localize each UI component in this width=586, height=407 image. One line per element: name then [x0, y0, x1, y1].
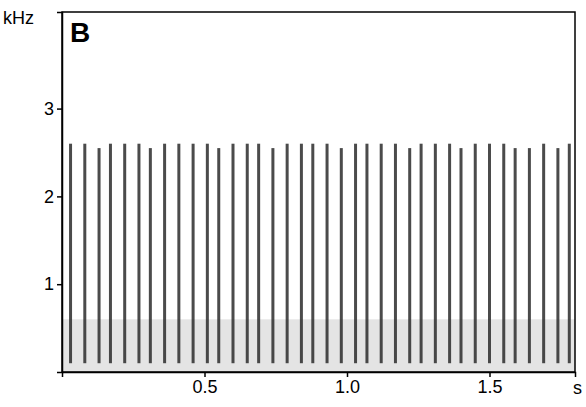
pulse	[192, 144, 195, 364]
y-tick-mark	[57, 196, 62, 198]
pulse	[69, 144, 72, 364]
pulse	[474, 144, 477, 364]
x-axis-title: s	[573, 378, 582, 398]
marks	[62, 144, 575, 372]
pulse	[556, 148, 559, 363]
pulse	[365, 144, 368, 364]
pulse	[354, 144, 357, 364]
pulse	[123, 144, 126, 364]
pulse	[434, 144, 437, 364]
x-tick-label: 1.0	[335, 377, 360, 397]
pulse	[271, 148, 274, 363]
x-tick: 1.0	[335, 372, 360, 397]
pulse	[460, 148, 463, 363]
y-tick-mark	[57, 284, 62, 286]
y-tick-label: 1	[44, 274, 54, 294]
y-axis-line	[57, 13, 63, 373]
pulse	[98, 148, 101, 363]
panel-letter: B	[70, 17, 90, 48]
pulse	[206, 144, 209, 364]
pulse	[246, 144, 249, 364]
plot: 0.5 1.0 1.5 1 2 3	[44, 12, 576, 397]
pulse	[340, 148, 343, 363]
pulse	[109, 144, 112, 364]
pulse	[300, 144, 303, 364]
pulse	[568, 144, 571, 364]
x-tick: 1.5	[477, 372, 502, 397]
pulse	[137, 144, 140, 364]
y-tick-mark	[57, 108, 62, 110]
pulse	[502, 144, 505, 364]
pulse	[311, 144, 314, 364]
pulse	[177, 144, 180, 364]
pulse	[380, 144, 383, 364]
x-axis: 0.5 1.0 1.5	[63, 372, 576, 397]
pulse	[83, 144, 86, 364]
y-axis: 1 2 3	[44, 13, 63, 373]
pulse	[217, 148, 220, 363]
y-tick: 1	[44, 274, 62, 294]
pulse	[394, 144, 397, 364]
y-tick-label: 3	[44, 99, 54, 119]
pulse	[448, 144, 451, 364]
frame	[62, 12, 575, 372]
x-tick: 0.5	[192, 372, 217, 397]
y-tick: 3	[44, 99, 62, 119]
y-axis-title: kHz	[3, 8, 34, 28]
pulse	[528, 148, 531, 363]
pulse	[408, 148, 411, 363]
pulse	[514, 148, 517, 363]
y-tick-label: 2	[44, 187, 54, 207]
pulse	[488, 144, 491, 364]
x-tick-label: 0.5	[192, 377, 217, 397]
chart: 0.5 1.0 1.5 1 2 3 kHz s B	[0, 0, 586, 407]
pulse	[286, 144, 289, 364]
pulse	[420, 144, 423, 364]
pulse	[232, 144, 235, 364]
pulse	[149, 148, 152, 363]
pulse	[326, 144, 329, 364]
pulse	[542, 144, 545, 364]
pulse	[163, 144, 166, 364]
y-tick: 2	[44, 187, 62, 207]
x-tick-label: 1.5	[477, 377, 502, 397]
pulse	[257, 144, 260, 364]
